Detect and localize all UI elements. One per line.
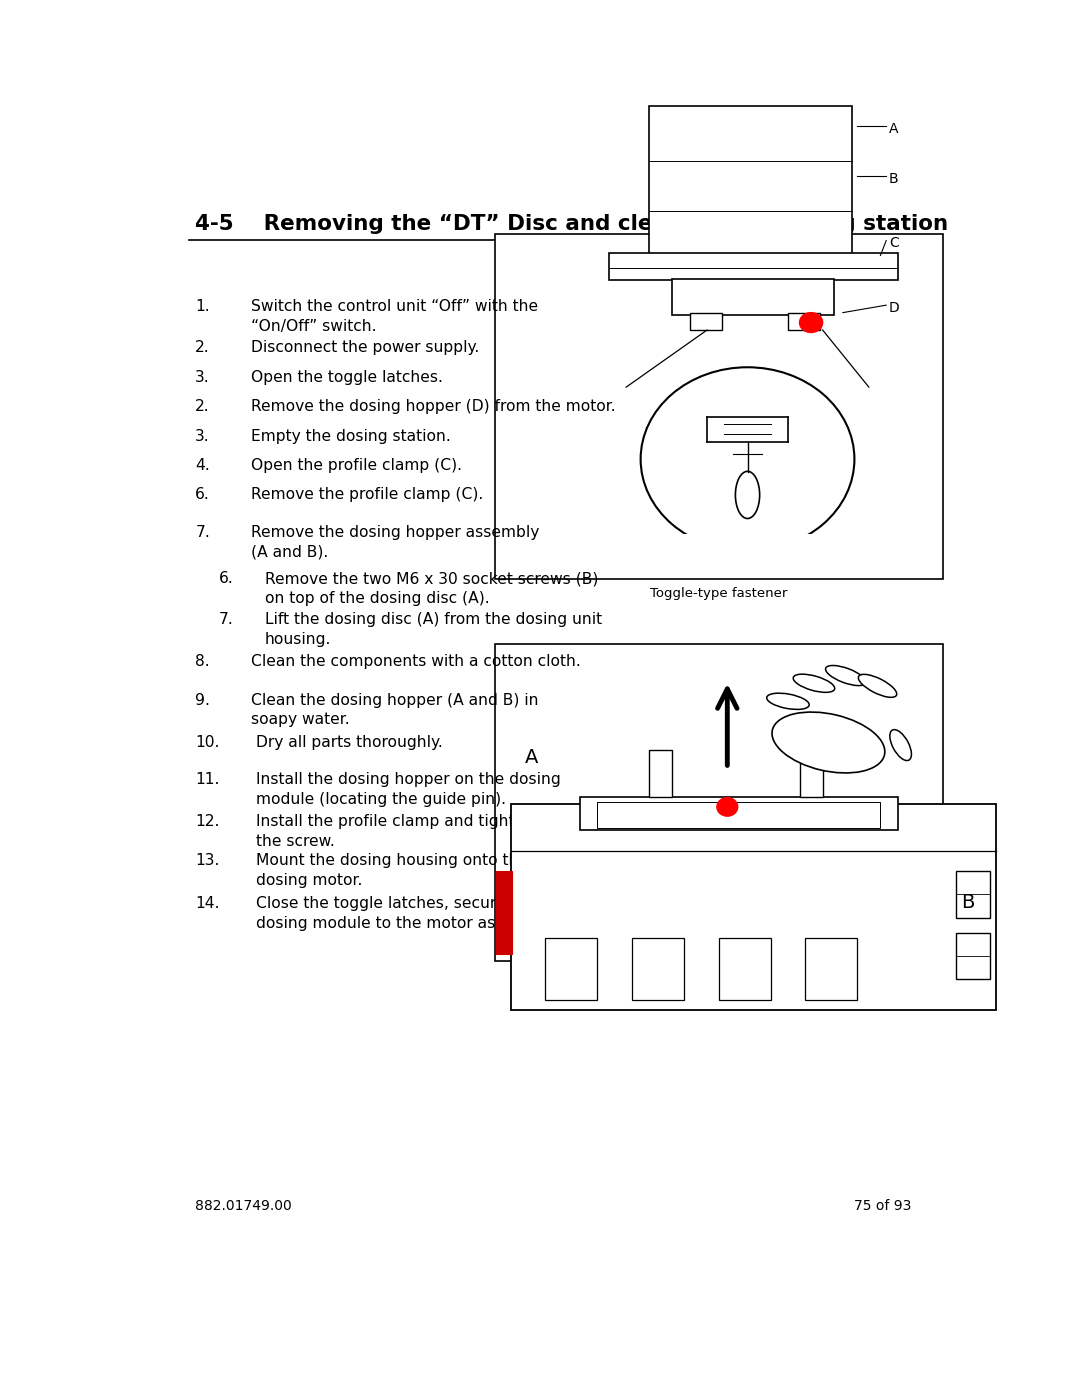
Bar: [495, 644, 943, 961]
Ellipse shape: [767, 693, 809, 710]
Text: 3.: 3.: [195, 370, 210, 384]
Bar: [956, 933, 990, 979]
Ellipse shape: [772, 712, 885, 773]
Bar: [511, 805, 996, 1010]
Text: 7.: 7.: [195, 525, 210, 539]
Text: 2.: 2.: [195, 400, 210, 414]
Bar: [718, 939, 771, 1000]
Text: 4-5    Removing the “DT” Disc and cleaning the dosing station: 4-5 Removing the “DT” Disc and cleaning …: [195, 214, 948, 235]
Text: Remove the dosing hopper assembly
(A and B).: Remove the dosing hopper assembly (A and…: [251, 525, 539, 560]
Text: Open the toggle latches.: Open the toggle latches.: [251, 370, 443, 384]
Text: 4.: 4.: [195, 458, 210, 474]
Bar: [609, 253, 897, 281]
Bar: [673, 279, 834, 316]
Text: Remove the profile clamp (C).: Remove the profile clamp (C).: [251, 488, 483, 502]
Bar: [799, 750, 823, 796]
Text: Toggle-type fastener: Toggle-type fastener: [650, 587, 787, 601]
Bar: [597, 802, 880, 827]
Text: A: A: [889, 122, 899, 136]
Text: 882.01749.00: 882.01749.00: [195, 1199, 292, 1213]
Bar: [956, 872, 990, 918]
Ellipse shape: [859, 675, 896, 697]
Text: Empty the dosing station.: Empty the dosing station.: [251, 429, 450, 444]
Text: Install the dosing hopper on the dosing
module (locating the guide pin).: Install the dosing hopper on the dosing …: [256, 773, 562, 807]
Text: 7.: 7.: [218, 612, 233, 627]
Text: 6.: 6.: [218, 571, 233, 585]
Bar: [788, 313, 820, 330]
Text: 11.: 11.: [195, 773, 219, 787]
Text: Clean the components with a cotton cloth.: Clean the components with a cotton cloth…: [251, 654, 580, 669]
Text: Lift the dosing disc (A) from the dosing unit
housing.: Lift the dosing disc (A) from the dosing…: [265, 612, 602, 647]
Text: D: D: [889, 300, 900, 314]
Text: 6.: 6.: [195, 488, 210, 502]
Ellipse shape: [890, 729, 912, 760]
Text: C: C: [889, 236, 899, 250]
Bar: [495, 235, 943, 578]
Text: Dosing unit (side view): Dosing unit (side view): [642, 970, 795, 982]
Text: 1.: 1.: [195, 299, 210, 314]
Text: 75 of 93: 75 of 93: [854, 1199, 912, 1213]
Bar: [632, 939, 684, 1000]
Text: 3.: 3.: [195, 429, 210, 444]
Text: Disconnect the power supply.: Disconnect the power supply.: [251, 339, 478, 355]
Text: Dry all parts thoroughly.: Dry all parts thoroughly.: [256, 735, 443, 750]
Bar: [496, 872, 512, 954]
Text: A: A: [525, 749, 539, 767]
Bar: [649, 106, 851, 256]
Text: Clean the dosing hopper (A and B) in
soapy water.: Clean the dosing hopper (A and B) in soa…: [251, 693, 538, 728]
Circle shape: [640, 367, 854, 550]
Text: 10.: 10.: [195, 735, 219, 750]
Text: 12.: 12.: [195, 814, 219, 830]
Ellipse shape: [793, 675, 835, 693]
Text: B: B: [961, 893, 974, 912]
Circle shape: [799, 313, 823, 332]
Text: 13.: 13.: [195, 852, 219, 868]
Ellipse shape: [825, 665, 866, 686]
Text: Install the profile clamp and tighten
the screw.: Install the profile clamp and tighten th…: [256, 814, 535, 849]
Text: Remove the two M6 x 30 socket screws (B)
on top of the dosing disc (A).: Remove the two M6 x 30 socket screws (B)…: [265, 571, 598, 606]
Bar: [806, 939, 858, 1000]
Text: Open the profile clamp (C).: Open the profile clamp (C).: [251, 458, 461, 474]
Bar: [690, 313, 721, 330]
Text: Remove the dosing hopper (D) from the motor.: Remove the dosing hopper (D) from the mo…: [251, 400, 616, 414]
Bar: [649, 750, 673, 796]
Text: 2.: 2.: [195, 339, 210, 355]
Text: 14.: 14.: [195, 895, 219, 911]
Circle shape: [717, 798, 738, 816]
Text: 8.: 8.: [195, 654, 210, 669]
Text: B: B: [889, 172, 899, 186]
Text: 9.: 9.: [195, 693, 211, 707]
Bar: [545, 939, 597, 1000]
Ellipse shape: [735, 471, 759, 518]
Bar: [580, 796, 897, 830]
Text: Close the toggle latches, securing the
dosing module to the motor assembly.: Close the toggle latches, securing the d…: [256, 895, 554, 930]
Text: Switch the control unit “Off” with the
“On/Off” switch.: Switch the control unit “Off” with the “…: [251, 299, 538, 334]
Text: Mount the dosing housing onto the
dosing motor.: Mount the dosing housing onto the dosing…: [256, 852, 528, 887]
